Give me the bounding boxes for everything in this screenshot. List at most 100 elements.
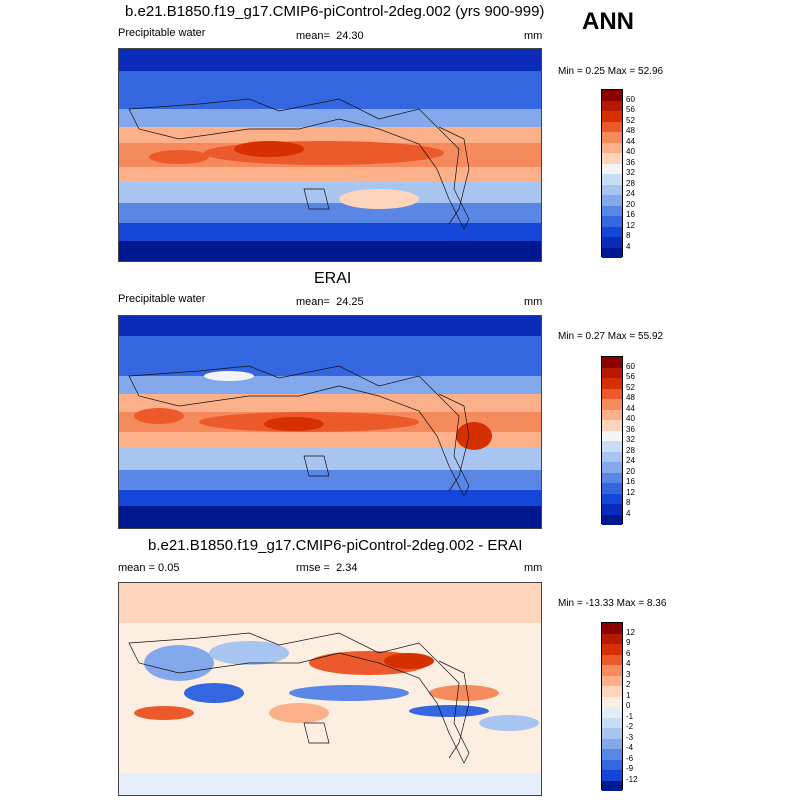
panel3-colorbar-tick-label: 6 — [626, 648, 631, 658]
panel1-colorbar-tick-label: 28 — [626, 178, 635, 188]
panel3-colorbar-segment — [602, 738, 622, 749]
panel3-colorbar-tick-label: 2 — [626, 680, 631, 689]
panel1-colorbar-tick-label: 48 — [626, 126, 635, 135]
panel2-colorbar-tick-label: 8 — [626, 498, 631, 507]
panel1-colorbar-tick-label: 24 — [626, 189, 635, 198]
panel1-colorbar-segment — [602, 132, 622, 143]
panel2-colorbar-segment — [602, 483, 622, 494]
season-label: ANN — [582, 8, 634, 35]
panel3-colorbar-segment — [602, 633, 622, 644]
panel1-colorbar-segment — [602, 163, 622, 174]
panel2-colorbar-segment — [602, 367, 622, 378]
panel3-colorbar-tick-label: 9 — [626, 638, 631, 647]
panel2-colorbar-tick-label: 20 — [626, 466, 635, 476]
panel3-colorbar-tick-label: -9 — [626, 764, 634, 773]
panel3-colorbar — [601, 622, 623, 791]
panel1-min-max: Min = 0.25 Max = 52.96 — [558, 66, 664, 77]
panel3-colorbar-segment — [602, 675, 622, 686]
panel1-colorbar-tick-label: 36 — [626, 157, 635, 167]
panel3-colorbar-tick-label: -2 — [626, 722, 634, 731]
panel2-variable-label: Precipitable water — [118, 293, 206, 305]
panel1-colorbar-segment — [602, 247, 622, 258]
panel1-colorbar-segment — [602, 184, 622, 195]
panel1-colorbar-segment — [602, 121, 622, 132]
panel3-colorbar-tick-label: 0 — [626, 701, 631, 710]
panel3-colorbar-segment — [602, 759, 622, 770]
panel1-colorbar-segment — [602, 195, 622, 206]
panel1-colorbar-tick-label: 20 — [626, 199, 635, 209]
panel1-colorbar-tick-label: 12 — [626, 220, 635, 230]
panel3-units: mm — [524, 562, 543, 574]
panel3-colorbar-segment — [602, 623, 622, 634]
panel2-map — [118, 315, 542, 529]
panel1-colorbar-segment — [602, 237, 622, 248]
panel1-colorbar-segment — [602, 153, 622, 164]
panel3-title: b.e21.B1850.f19_g17.CMIP6-piControl-2deg… — [148, 537, 523, 554]
panel3-colorbar-segment — [602, 707, 622, 718]
panel1-mean-value: 24.30 — [336, 30, 364, 42]
panel2-colorbar-tick-label: 16 — [626, 477, 635, 486]
panel3-colorbar-segment — [602, 696, 622, 707]
panel2-colorbar-segment — [602, 472, 622, 483]
panel2-colorbar-segment — [602, 504, 622, 515]
panel3-rmse-value: 2.34 — [336, 562, 358, 574]
panel3-colorbar-segment — [602, 717, 622, 728]
panel1-colorbar-segment — [602, 142, 622, 153]
panel1-colorbar — [601, 89, 623, 258]
panel1-colorbar-segment — [602, 174, 622, 185]
panel3-colorbar-segment — [602, 654, 622, 665]
panel2-colorbar-segment — [602, 514, 622, 525]
panel1-field-plot — [119, 49, 541, 261]
panel1-colorbar-segment — [602, 100, 622, 111]
panel2-units: mm — [524, 296, 543, 308]
panel1-title: b.e21.B1850.f19_g17.CMIP6-piControl-2deg… — [125, 3, 545, 20]
panel2-colorbar-segment — [602, 430, 622, 441]
panel3-colorbar-tick-label: -12 — [626, 774, 638, 784]
panel2-colorbar-segment — [602, 462, 622, 473]
panel2-colorbar-tick-label: 60 — [626, 361, 635, 371]
panel3-colorbar-segment — [602, 770, 622, 781]
panel2-title: ERAI — [314, 270, 352, 287]
panel2-colorbar-segment — [602, 357, 622, 368]
panel1-colorbar-tick-label: 52 — [626, 115, 635, 125]
panel2-colorbar-tick-label: 48 — [626, 393, 635, 402]
panel2-colorbar-tick-label: 12 — [626, 487, 635, 497]
panel3-colorbar-tick-label: -6 — [626, 753, 634, 763]
panel3-diff-plot — [119, 583, 541, 795]
panel1-colorbar-tick-label: 56 — [626, 105, 635, 114]
panel3-min-max: Min = -13.33 Max = 8.36 — [558, 598, 667, 609]
panel2-colorbar-segment — [602, 399, 622, 410]
panel3-colorbar-segment — [602, 665, 622, 676]
panel2-colorbar-tick-label: 44 — [626, 403, 635, 413]
panel2-colorbar-segment — [602, 420, 622, 431]
panel1-colorbar-segment — [602, 205, 622, 216]
panel2-colorbar-segment — [602, 441, 622, 452]
panel2-colorbar-tick-label: 28 — [626, 445, 635, 455]
panel3-rmse-label: rmse = 2.34 — [296, 562, 358, 574]
panel2-mean-value: 24.25 — [336, 296, 364, 308]
panel2-colorbar-tick-label: 24 — [626, 456, 635, 465]
panel2-colorbar-segment — [602, 451, 622, 462]
panel2-colorbar-tick-label: 36 — [626, 424, 635, 434]
panel3-colorbar-tick-label: 12 — [626, 627, 635, 637]
panel3-colorbar-segment — [602, 728, 622, 739]
panel3-colorbar-tick-label: -1 — [626, 711, 634, 721]
panel2-mean-label: mean= 24.25 — [296, 296, 364, 308]
panel2-colorbar — [601, 356, 623, 525]
panel3-mean-label: mean = 0.05 — [118, 562, 180, 574]
panel1-colorbar-tick-label: 32 — [626, 168, 635, 177]
panel1-colorbar-segment — [602, 226, 622, 237]
panel2-colorbar-segment — [602, 388, 622, 399]
panel3-colorbar-segment — [602, 749, 622, 760]
panel1-mean-label: mean= 24.30 — [296, 30, 364, 42]
panel1-colorbar-tick-label: 44 — [626, 136, 635, 146]
panel1-colorbar-tick-label: 16 — [626, 210, 635, 219]
panel3-colorbar-segment — [602, 780, 622, 791]
panel2-colorbar-segment — [602, 493, 622, 504]
panel2-colorbar-tick-label: 4 — [626, 508, 631, 518]
panel1-colorbar-tick-label: 60 — [626, 94, 635, 104]
panel3-colorbar-tick-label: -3 — [626, 732, 634, 742]
panel1-colorbar-tick-label: 4 — [626, 241, 631, 251]
panel2-colorbar-segment — [602, 409, 622, 420]
panel3-map — [118, 582, 542, 796]
